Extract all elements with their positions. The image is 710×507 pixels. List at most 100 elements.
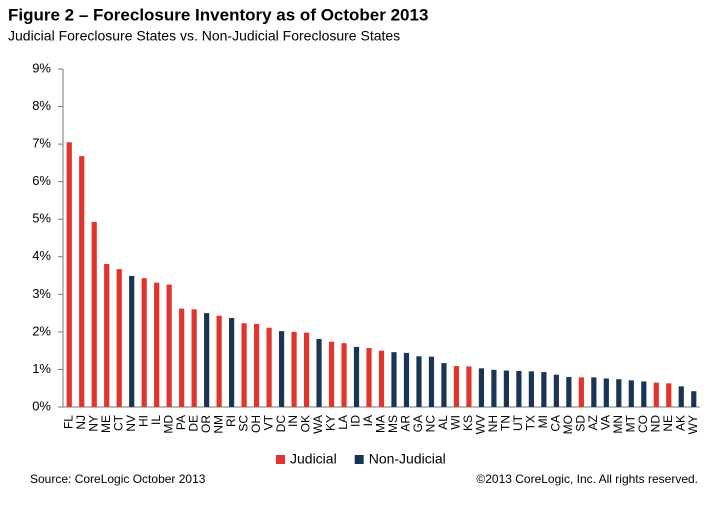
x-tick-label: IL [149,415,163,425]
bar [491,369,497,407]
x-tick-label: OR [199,415,213,433]
x-tick-label: DC [274,415,288,433]
bar [229,317,235,407]
x-tick-label: AK [673,415,687,431]
bar [616,379,622,407]
bar [666,383,672,407]
x-tick-label: MA [374,415,388,433]
x-tick-label: OK [299,415,313,432]
bar [191,309,197,407]
x-tick-label: ND [648,415,662,433]
bar [516,370,522,407]
x-tick-label: NM [211,415,225,434]
x-tick-label: ID [349,415,363,427]
x-tick-label: AZ [586,415,600,430]
y-tick-label: 8% [32,98,51,113]
x-tick-label: NJ [74,415,88,430]
bar [566,376,572,407]
y-tick-label: 2% [32,323,51,338]
x-tick-label: MI [536,415,550,428]
x-tick-label: IN [286,415,300,427]
x-tick-label: LA [336,415,350,430]
bar [441,363,447,407]
x-tick-label: NV [124,415,138,432]
bar [378,350,385,407]
bar [104,263,110,407]
bar [628,380,634,407]
bar [678,386,684,407]
bar [253,324,260,407]
bar [66,142,72,407]
chart-title: Figure 2 – Foreclosure Inventory as of O… [8,5,428,24]
bar [216,315,222,407]
y-tick-label: 0% [32,398,51,413]
bar [154,282,160,407]
legend-swatch [276,455,285,464]
bar [278,331,285,407]
x-tick-label: RI [224,415,238,427]
bar [503,370,510,407]
bar [79,156,85,407]
bar [316,339,322,407]
y-tick-label: 9% [32,60,51,75]
bar [303,332,310,407]
x-tick-label: WY [686,415,700,434]
legend-swatch [354,455,364,464]
x-tick-label: IA [361,415,375,426]
copyright: ©2013 CoreLogic, Inc. All rights reserve… [476,472,698,486]
x-tick-label: SD [574,415,588,432]
x-tick-label: CT [111,414,125,431]
x-tick-label: NH [486,415,500,432]
bar [91,221,97,407]
x-tick-label: MD [161,415,175,434]
x-tick-label: UT [511,414,525,431]
y-tick-label: 3% [32,286,51,301]
x-tick-label: WI [449,415,463,430]
bar [603,378,609,407]
bar [166,284,172,407]
bar [241,323,247,407]
bar [366,348,372,407]
x-tick-label: NC [424,415,438,433]
bar [653,382,659,407]
bar [428,356,435,407]
x-tick-label: KS [461,415,475,431]
bar [453,366,460,407]
x-tick-label: NY [86,415,100,432]
bar [416,356,422,407]
bar [266,327,272,407]
y-tick-label: 6% [32,173,51,188]
x-tick-label: FL [61,415,75,429]
bar [466,366,472,407]
x-tick-label: DE [186,415,200,432]
x-tick-label: CO [636,415,650,433]
bar [541,372,547,407]
legend-label: Judicial [290,451,337,467]
x-tick-label: NE [661,415,675,432]
bar [204,313,210,407]
chart-subtitle: Judicial Foreclosure States vs. Non-Judi… [8,28,400,44]
y-tick-label: 7% [32,136,51,151]
x-tick-label: OH [249,415,263,433]
x-tick-label: CA [549,415,563,432]
bar [129,275,135,407]
bar [591,377,597,407]
bar [179,308,185,407]
bar [403,352,410,407]
source: Source: CoreLogic October 2013 [30,472,206,486]
bar [291,331,297,407]
y-tick-label: 1% [32,361,51,376]
y-tick-label: 5% [32,211,51,226]
x-tick-label: VA [598,415,612,430]
x-tick-label: AR [399,415,413,432]
x-tick-label: MO [561,415,575,434]
bar [691,391,697,407]
bar [341,343,347,407]
bar [528,371,534,407]
x-tick-label: VT [261,414,275,430]
bar [641,381,647,407]
bar [578,377,584,407]
y-tick-label: 4% [32,248,51,263]
x-tick-label: WA [311,415,325,434]
